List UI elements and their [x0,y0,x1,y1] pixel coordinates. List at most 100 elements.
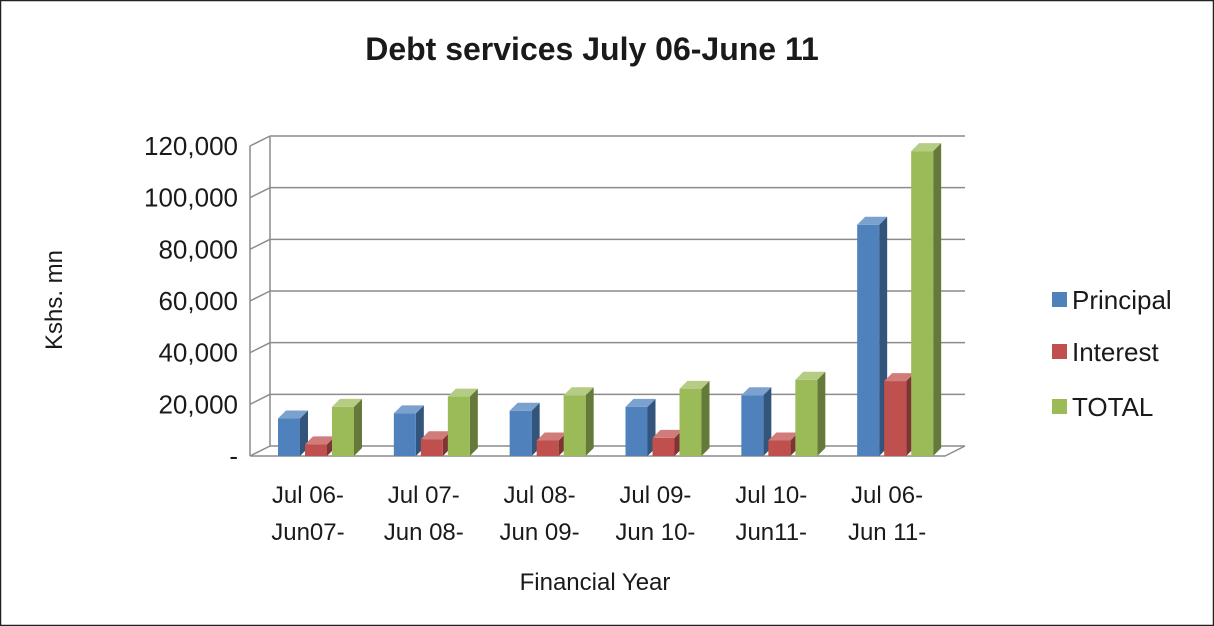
legend-label-total: TOTAL [1072,392,1153,422]
bar-front [278,418,300,456]
x-tick-label: Jul 06- [851,482,923,509]
legend: Principal Interest TOTAL [1052,285,1172,422]
bar-top [278,410,308,419]
bar-front [652,437,675,456]
x-tick-label: Jul 09- [619,482,691,509]
y-tick-label: 80,000 [158,234,238,264]
y-tick-label: 20,000 [158,389,238,419]
x-tick-label: Jul 07- [388,482,460,509]
bar-top [509,402,540,411]
bar-top [563,387,594,396]
bar-side [701,380,710,456]
bar-interest-4 [768,432,799,456]
bar-side [817,371,826,456]
x-tick-label: Jun 08- [384,519,464,546]
x-tick-label: Jun 09- [500,519,580,546]
bar-front [768,440,791,456]
y-tick-label: 60,000 [158,286,238,316]
bar-side [585,387,594,456]
bar-top [420,431,451,440]
bar-total-4 [795,371,826,456]
grid-diagonal [249,186,271,199]
bar-top [741,387,772,396]
bar-front [509,410,532,456]
grid-diagonal [249,341,271,354]
bar-front [884,381,907,456]
legend-label-interest: Interest [1072,337,1159,367]
bar-top [536,432,567,441]
bar-front [563,395,586,456]
bar-side [354,398,362,456]
x-tick-label: Jun 10- [615,519,695,546]
bar-top [652,429,683,438]
x-tick-labels: Jul 06- Jun07- Jul 07- Jun 08- Jul 08- Jun 09… [271,482,926,546]
bar-top [768,432,799,441]
bar-front [795,379,818,456]
floor-edge [250,445,966,457]
bar-interest-5 [884,373,915,456]
bar-top [679,380,710,389]
bar-principal-0 [278,410,308,456]
grid-diagonal [249,290,271,302]
x-tick-label: Jul 06- [272,482,344,509]
grid-diagonal [249,135,271,147]
x-tick-label: Jul 08- [504,482,576,509]
bar-top [625,398,656,407]
bar-side [469,388,478,456]
bar-principal-1 [393,405,424,456]
bar-principal-3 [625,398,656,456]
x-tick-label: Jul 10- [735,482,807,509]
x-tick-label: Jun 11- [848,519,926,546]
bar-top [393,405,424,414]
bar-principal-2 [509,402,540,456]
y-tick-label: - [229,441,238,471]
bar-front [911,151,934,456]
legend-label-principal: Principal [1072,285,1172,315]
bar-top [447,388,478,397]
legend-swatch-principal [1052,292,1067,307]
grid-diagonal [249,238,271,251]
bar-front [420,439,443,456]
bar-top [884,373,915,382]
axis-layer: - 20,000 40,000 60,000 80,000 100,000 120,000 [144,131,966,471]
bar-front [741,395,764,456]
bar-top [305,436,335,445]
legend-swatch-total [1052,399,1067,414]
bar-front [536,440,559,456]
bar-interest-2 [536,432,567,456]
bar-total-3 [679,380,710,456]
chart-title: Debt services July 06-June 11 [365,31,819,67]
y-tick-label: 100,000 [144,183,238,213]
grid-diagonal [249,393,271,406]
bar-top [795,371,826,380]
bar-interest-3 [652,429,683,456]
bar-top [857,216,888,225]
bar-interest-1 [420,431,451,456]
legend-swatch-interest [1052,344,1067,359]
bar-principal-4 [741,387,772,456]
bars-layer [278,143,942,456]
grid-diagonal [249,445,271,457]
x-axis-label: Financial Year [520,569,671,596]
bar-front [625,406,648,456]
bar-side [763,387,772,456]
bar-front [305,444,327,456]
bar-principal-5 [857,216,888,456]
bar-total-1 [447,388,478,456]
x-tick-label: Jun07- [271,519,344,546]
bar-top [332,398,362,407]
bar-top [911,143,942,152]
y-tick-label: 40,000 [158,338,238,368]
bar-total-0 [332,398,362,456]
bar-total-5 [911,143,942,456]
bar-side [933,143,942,456]
bar-total-2 [563,387,594,456]
grid-layer [249,135,965,457]
bar-front [393,413,416,456]
x-tick-label: Jun11- [735,519,807,546]
y-tick-label: 120,000 [144,131,238,161]
bar-front [679,388,702,456]
